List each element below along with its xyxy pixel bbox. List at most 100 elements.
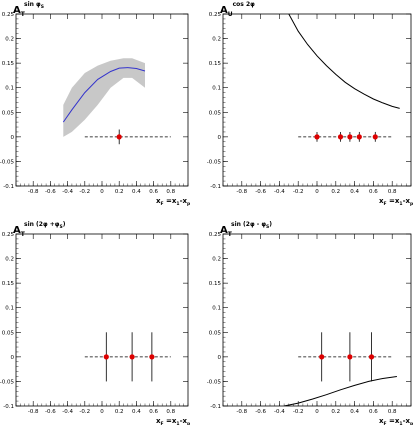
y-axis-label: ATsin (2φ +φS)	[13, 221, 66, 238]
x-tick-label: 0.4	[350, 189, 359, 195]
point-marker	[337, 134, 344, 140]
y-tick-label: -0.05	[0, 379, 14, 385]
y-tick-label: 0	[218, 135, 222, 141]
y-tick-label: -0.05	[207, 379, 222, 385]
y-tick-label: -0.1	[3, 404, 14, 410]
x-tick-label: 0	[100, 409, 104, 415]
x-tick-label: 0.8	[166, 189, 175, 195]
point-marker	[347, 134, 353, 140]
y-tick-label: -0.05	[0, 159, 14, 165]
x-tick-label: 0.4	[132, 409, 141, 415]
y-tick-label: 0.05	[2, 110, 15, 116]
y-tick-label: 0.25	[2, 232, 15, 238]
data-point	[372, 131, 378, 142]
x-axis-label: xF =x1-xp	[379, 197, 414, 207]
point-marker	[368, 354, 375, 360]
point-marker	[103, 354, 109, 360]
x-tick-label: 0	[315, 409, 319, 415]
point-marker	[347, 354, 353, 360]
axes-frame	[222, 233, 412, 407]
x-tick-label: 0.4	[350, 409, 359, 415]
y-tick-label: 0.2	[5, 37, 14, 43]
y-tick-label: 0.25	[209, 12, 222, 18]
y-axis-label: ATsin φS	[13, 1, 44, 18]
axes-frame	[15, 233, 189, 407]
y-axis-label: ATsin (2φ - φS)	[220, 221, 272, 238]
model-curve	[288, 14, 400, 109]
plot-area	[62, 58, 171, 145]
data-point	[149, 332, 155, 382]
x-tick-label: -0.4	[62, 189, 73, 195]
x-tick-label: 0.8	[388, 189, 397, 195]
y-tick-label: 0.25	[2, 12, 15, 18]
y-tick-label: 0	[11, 135, 15, 141]
plot-area	[283, 332, 397, 406]
x-tick-label: 0.6	[149, 409, 158, 415]
axes-frame	[222, 13, 412, 187]
y-tick-label: 0.1	[5, 86, 14, 92]
y-axis-label: AUcos 2φ	[220, 1, 255, 18]
x-tick-label: -0.6	[255, 189, 266, 195]
x-tick-label: 0.8	[388, 409, 397, 415]
x-tick-label: -0.8	[236, 409, 247, 415]
x-tick-label: 0.4	[132, 189, 141, 195]
x-axis-label: xF =x1-xp	[379, 417, 414, 425]
panel-1: -0.8 -0.6 -0.4 -0.2 0 0.2 0.4 0.6 0.8 -0.1 -0.05 0 0…	[0, 1, 191, 207]
point-marker	[116, 134, 122, 140]
point-marker	[372, 134, 378, 140]
point-marker	[314, 134, 320, 140]
x-tick-label: -0.6	[45, 189, 56, 195]
x-tick-label: -0.6	[255, 409, 266, 415]
y-tick-label: 0.15	[209, 281, 222, 287]
y-tick-label: 0.1	[5, 306, 14, 312]
x-tick-label: -0.4	[62, 409, 73, 415]
x-tick-label: 0.8	[166, 409, 175, 415]
x-tick-label: 0.2	[115, 189, 124, 195]
x-tick-label: -0.2	[293, 409, 304, 415]
point-marker	[319, 354, 325, 360]
x-tick-label: -0.4	[274, 409, 285, 415]
data-point	[368, 332, 375, 382]
y-tick-label: 0.2	[212, 37, 221, 43]
axes-frame	[15, 13, 189, 187]
x-tick-label: -0.2	[79, 189, 90, 195]
x-tick-label: 0.2	[115, 409, 124, 415]
data-point	[337, 131, 344, 142]
data-point	[314, 131, 320, 142]
x-tick-label: 0.2	[331, 189, 340, 195]
point-marker	[149, 354, 155, 360]
x-tick-label: 0.2	[331, 409, 340, 415]
x-tick-label: -0.8	[28, 189, 39, 195]
y-tick-label: -0.1	[210, 184, 221, 190]
data-point	[116, 129, 122, 145]
point-marker	[129, 354, 135, 360]
y-tick-label: 0.2	[5, 257, 14, 263]
x-axis-label: xF =x1-xp	[156, 417, 191, 425]
y-tick-label: 0.1	[212, 306, 221, 312]
y-tick-label: 0.05	[2, 330, 15, 336]
y-tick-label: 0.25	[209, 232, 222, 238]
y-tick-label: 0.15	[2, 281, 15, 287]
y-tick-label: -0.1	[210, 404, 221, 410]
x-tick-label: 0.6	[149, 189, 158, 195]
x-tick-label: -0.8	[236, 189, 247, 195]
y-tick-label: 0.1	[212, 86, 221, 92]
panel-2: -0.8 -0.6 -0.4 -0.2 0 0.2 0.4 0.6 0.8 -0.1 -0.05 0 0…	[207, 1, 414, 207]
point-marker	[356, 134, 362, 140]
x-tick-label: 0.6	[369, 409, 378, 415]
data-point	[347, 332, 353, 382]
model-curve	[283, 376, 397, 406]
uncertainty-band	[63, 58, 145, 137]
y-tick-label: 0	[11, 355, 15, 361]
data-point	[129, 332, 135, 382]
x-axis-label: xF =x1-xp	[156, 197, 191, 207]
y-tick-label: 0.15	[2, 61, 15, 67]
data-point	[356, 131, 362, 142]
panel-3: -0.8 -0.6 -0.4 -0.2 0 0.2 0.4 0.6 0.8 -0.1 -0.05 0 0…	[0, 221, 191, 425]
plot-area	[288, 14, 400, 142]
y-tick-label: 0	[218, 355, 222, 361]
x-tick-label: -0.4	[274, 189, 285, 195]
y-tick-label: -0.1	[3, 184, 14, 190]
x-tick-label: 0	[315, 189, 319, 195]
